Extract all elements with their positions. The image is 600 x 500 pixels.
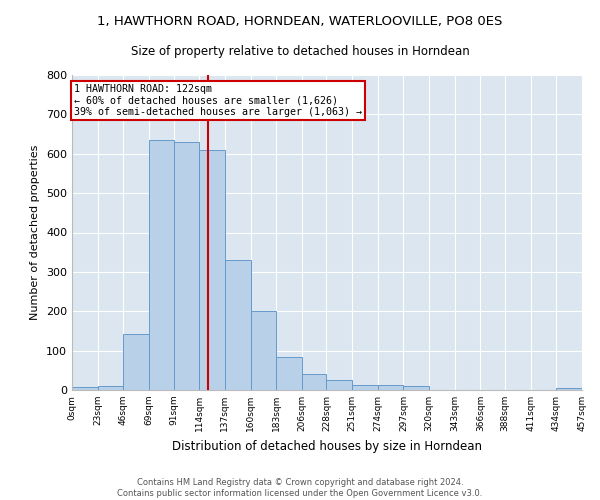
Bar (403, 386, 429, 390)
Bar (276, 356, 302, 390)
Bar (378, 386, 403, 390)
Text: Contains HM Land Registry data © Crown copyright and database right 2024.
Contai: Contains HM Land Registry data © Crown c… (118, 478, 482, 498)
Bar (302, 374, 326, 390)
Bar (149, 140, 173, 390)
Bar (72, 387, 98, 390)
Bar (251, 311, 276, 390)
Bar (352, 385, 378, 390)
Bar (225, 260, 251, 390)
Bar (199, 150, 225, 390)
Bar (124, 334, 149, 390)
Bar (556, 388, 582, 390)
Bar (173, 142, 199, 390)
Bar (326, 380, 352, 390)
Bar (98, 386, 124, 390)
Text: 1 HAWTHORN ROAD: 122sqm
← 60% of detached houses are smaller (1,626)
39% of semi: 1 HAWTHORN ROAD: 122sqm ← 60% of detache… (74, 84, 362, 117)
Y-axis label: Number of detached properties: Number of detached properties (31, 145, 40, 320)
Text: 1, HAWTHORN ROAD, HORNDEAN, WATERLOOVILLE, PO8 0ES: 1, HAWTHORN ROAD, HORNDEAN, WATERLOOVILL… (97, 15, 503, 28)
X-axis label: Distribution of detached houses by size in Horndean: Distribution of detached houses by size … (172, 440, 482, 452)
Text: Size of property relative to detached houses in Horndean: Size of property relative to detached ho… (131, 45, 469, 58)
